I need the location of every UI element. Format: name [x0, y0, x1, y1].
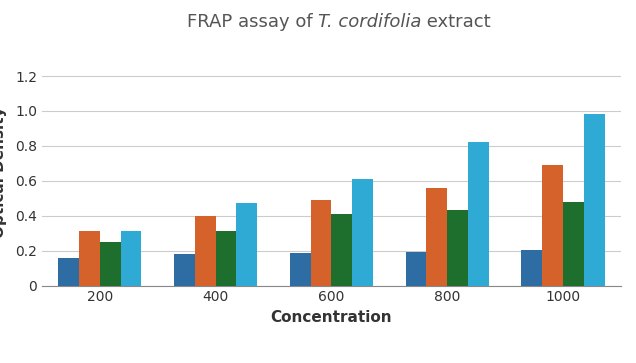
Text: extract: extract — [422, 13, 491, 31]
Bar — [237, 203, 258, 286]
Bar — [121, 232, 141, 286]
Text: FRAP assay of: FRAP assay of — [186, 13, 318, 31]
Bar — [447, 211, 468, 286]
Bar — [352, 179, 373, 286]
Bar — [468, 142, 489, 286]
Bar — [584, 114, 605, 286]
Y-axis label: Optical Density: Optical Density — [0, 106, 6, 238]
Bar — [216, 232, 237, 286]
Bar — [195, 216, 216, 286]
Text: T. cordifolia: T. cordifolia — [318, 13, 422, 31]
Bar — [406, 252, 426, 286]
Bar — [331, 214, 352, 286]
Bar — [100, 242, 121, 286]
Bar — [522, 250, 543, 286]
X-axis label: Concentration: Concentration — [271, 310, 392, 325]
Bar — [310, 200, 331, 286]
Bar — [426, 188, 447, 286]
Bar — [563, 202, 584, 286]
Bar — [58, 258, 79, 286]
Bar — [174, 254, 195, 286]
Bar — [543, 165, 563, 286]
Bar — [290, 253, 310, 286]
Bar — [79, 232, 100, 286]
